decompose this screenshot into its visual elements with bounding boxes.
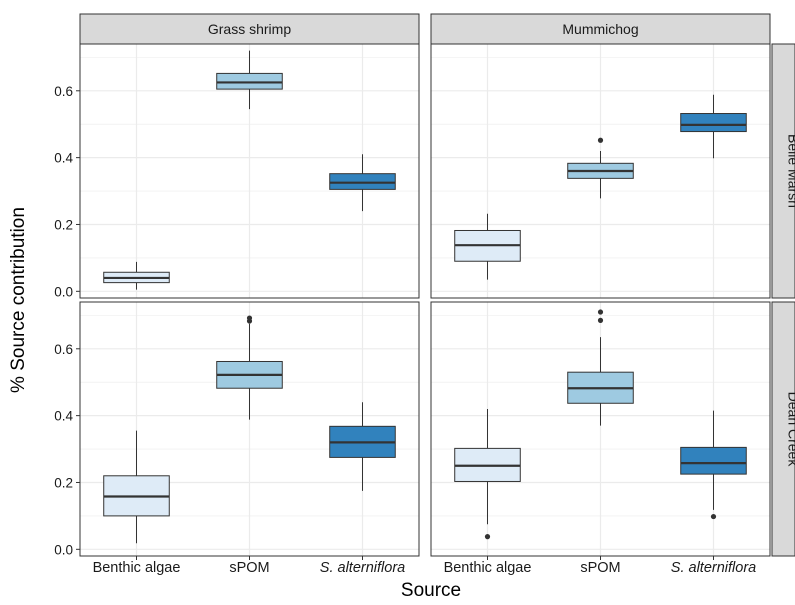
box-grass-shrimp-belle-marsh-spom-iqr-box [217, 73, 283, 89]
y-tick-label: 0.4 [54, 151, 73, 166]
x-tick-label-benthic-algae: Benthic algae [444, 560, 532, 576]
box-mummichog-dean-creek-spom-outlier [598, 309, 603, 314]
facet-strip-label-belle-marsh: Belle Marsh [786, 134, 795, 208]
box-mummichog-dean-creek-s-alterniflora-outlier [711, 514, 716, 519]
y-tick-label: 0.6 [54, 84, 73, 99]
box-mummichog-belle-marsh-s-alterniflora-iqr-box [681, 114, 747, 132]
x-tick-label-spom: sPOM [580, 560, 620, 576]
y-tick-label: 0.0 [54, 542, 73, 557]
x-tick-label-spom: sPOM [229, 560, 269, 576]
box-mummichog-dean-creek-spom-outlier [598, 318, 603, 323]
y-tick-label: 0.4 [54, 409, 73, 424]
box-grass-shrimp-belle-marsh-s-alterniflora-iqr-box [330, 174, 396, 190]
x-tick-label-benthic-algae: Benthic algae [93, 560, 181, 576]
box-mummichog-belle-marsh-spom-outlier [598, 138, 603, 143]
x-axis-title: Source [401, 580, 461, 600]
box-mummichog-dean-creek-s-alterniflora-iqr-box [681, 447, 747, 474]
box-mummichog-dean-creek-benthic-algae-outlier [485, 534, 490, 539]
box-grass-shrimp-dean-creek-spom-outlier [247, 315, 252, 320]
y-tick-label: 0.2 [54, 475, 73, 490]
facet-strip-label-mummichog: Mummichog [562, 21, 638, 37]
x-tick-label-s-alterniflora: S. alterniflora [320, 560, 405, 576]
y-tick-label: 0.0 [54, 284, 73, 299]
facet-strip-label-dean-creek: Dean Creek [786, 392, 795, 468]
y-tick-label: 0.6 [54, 342, 73, 357]
y-axis-title: % Source contribution [8, 207, 29, 393]
facet-strip-label-grass-shrimp: Grass shrimp [208, 21, 291, 37]
y-tick-label: 0.2 [54, 217, 73, 232]
x-tick-label-s-alterniflora: S. alterniflora [671, 560, 756, 576]
